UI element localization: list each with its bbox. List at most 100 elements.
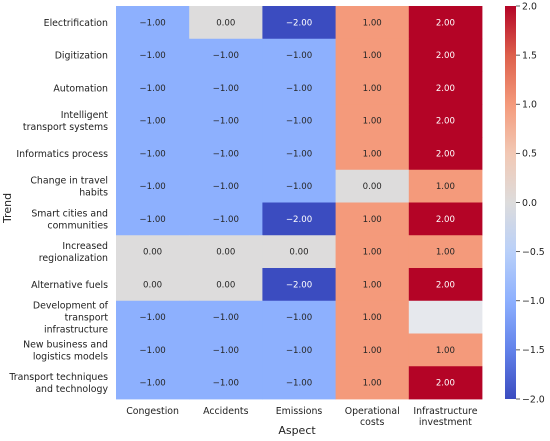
cell-value-label: −1.00 [213, 117, 239, 127]
cell-value-label: −1.00 [213, 51, 239, 61]
heatmap-cell [116, 300, 190, 334]
heatmap-cell [189, 38, 263, 72]
column-tick-label: Congestion [126, 406, 179, 417]
cell-value-label: 1.00 [363, 248, 382, 258]
cell-value-label: 0.00 [216, 248, 235, 258]
colorbar-tick-label: 2.0 [522, 1, 537, 12]
row-tick-label: Development of transport infrastructure [33, 301, 109, 336]
heatmap-cell [262, 235, 336, 269]
heatmap-cell [262, 333, 336, 367]
heatmap-cell [408, 235, 483, 269]
heatmap-cell [189, 333, 263, 367]
cell-value-label: 0.00 [143, 280, 162, 290]
row-tick-label: Smart cities and communities [31, 208, 108, 231]
heatmap-cell [335, 202, 410, 236]
cell-value-label: −1.00 [286, 84, 312, 94]
heatmap-cell [116, 366, 190, 400]
cell-value-label: −1.00 [213, 182, 239, 192]
heatmap-cell [262, 6, 336, 40]
cell-value-label: 2.00 [436, 117, 455, 127]
heatmap-cell [116, 38, 190, 72]
cell-value-label: −1.00 [139, 313, 165, 323]
cell-value-label: −1.00 [286, 149, 312, 159]
cell-value-label: 1.00 [363, 149, 382, 159]
heatmap-cell [262, 268, 336, 302]
heatmap-cell [189, 169, 263, 203]
row-tick-label: Electrification [44, 18, 108, 29]
cell-value-label: 0.00 [143, 248, 162, 258]
cell-value-label: −1.00 [286, 182, 312, 192]
cell-value-label: −2.00 [286, 280, 312, 290]
heatmap-cell [408, 6, 483, 40]
row-tick-label: Alternative fuels [31, 280, 108, 291]
column-tick-label: Emissions [276, 406, 323, 417]
heatmap-cell [408, 38, 483, 72]
column-tick-label: Infrastructure investment [413, 406, 477, 428]
cell-value-label: 1.00 [363, 313, 382, 323]
cell-value-label: 1.00 [436, 182, 455, 192]
cell-value-label: 0.00 [289, 248, 308, 258]
cell-value-label: −1.00 [213, 313, 239, 323]
heatmap-cell [335, 71, 410, 105]
cell-value-label: 1.00 [363, 117, 382, 127]
cell-value-label: 2.00 [436, 84, 455, 94]
column-tick-label: Accidents [203, 406, 248, 417]
cell-value-label: −1.00 [286, 346, 312, 356]
row-tick-label: Digitization [55, 51, 108, 62]
x-axis-label: Aspect [278, 424, 316, 437]
heatmap-cell [408, 104, 483, 138]
y-axis-label: Trend [1, 193, 14, 224]
row-tick-label: Increased regionalization [39, 241, 108, 264]
row-tick-label: New business and logistics models [23, 339, 108, 362]
heatmap-cell [116, 268, 190, 302]
cell-value-label: 0.00 [363, 182, 382, 192]
heatmap-cell [335, 137, 410, 171]
column-tick-label: Operational costs [345, 406, 400, 428]
cell-value-label: −2.00 [286, 215, 312, 225]
cell-value-label: −1.00 [213, 346, 239, 356]
cell-value-label: 2.00 [436, 51, 455, 61]
cell-value-label: −1.00 [139, 379, 165, 389]
row-tick-label: Change in travel habits [30, 176, 108, 199]
heatmap-cell [408, 366, 483, 400]
heatmap-cell [189, 6, 263, 40]
cell-value-label: 0.00 [216, 18, 235, 28]
heatmap-cell [189, 71, 263, 105]
heatmap-cell [189, 137, 263, 171]
heatmap-cell [189, 366, 263, 400]
heatmap-cells [116, 6, 483, 400]
heatmap-cell [335, 38, 410, 72]
cell-value-label: 2.00 [436, 280, 455, 290]
heatmap-cell [262, 169, 336, 203]
row-tick-label: Automation [53, 83, 108, 94]
heatmap-cell [189, 202, 263, 236]
cell-value-label: 1.00 [363, 84, 382, 94]
cell-value-label: 1.00 [436, 346, 455, 356]
cell-value-label: 1.00 [363, 379, 382, 389]
cell-value-label: −1.00 [213, 84, 239, 94]
heatmap-cell [408, 300, 483, 334]
heatmap-cell [262, 202, 336, 236]
row-tick-label: Intelligent transport systems [23, 110, 108, 133]
heatmap-cell [335, 6, 410, 40]
heatmap-cell [335, 300, 410, 334]
cell-value-label: −1.00 [213, 149, 239, 159]
heatmap-cell [408, 268, 483, 302]
cell-value-label: 1.00 [363, 280, 382, 290]
heatmap-cell [335, 104, 410, 138]
column-tick-labels: Congestion Accidents Emissions Operational c… [126, 406, 478, 428]
cell-value-label: −1.00 [139, 182, 165, 192]
heatmap-cell [262, 71, 336, 105]
heatmap-cell [335, 169, 410, 203]
cell-value-label: −1.00 [139, 346, 165, 356]
cell-value-label: −1.00 [139, 215, 165, 225]
heatmap-cell [408, 169, 483, 203]
heatmap-cell [262, 38, 336, 72]
heatmap-cell [189, 300, 263, 334]
colorbar [505, 6, 516, 399]
cell-value-label: −1.00 [286, 117, 312, 127]
cell-value-label: 1.00 [363, 18, 382, 28]
heatmap-cell [335, 366, 410, 400]
cell-value-label: −1.00 [213, 215, 239, 225]
